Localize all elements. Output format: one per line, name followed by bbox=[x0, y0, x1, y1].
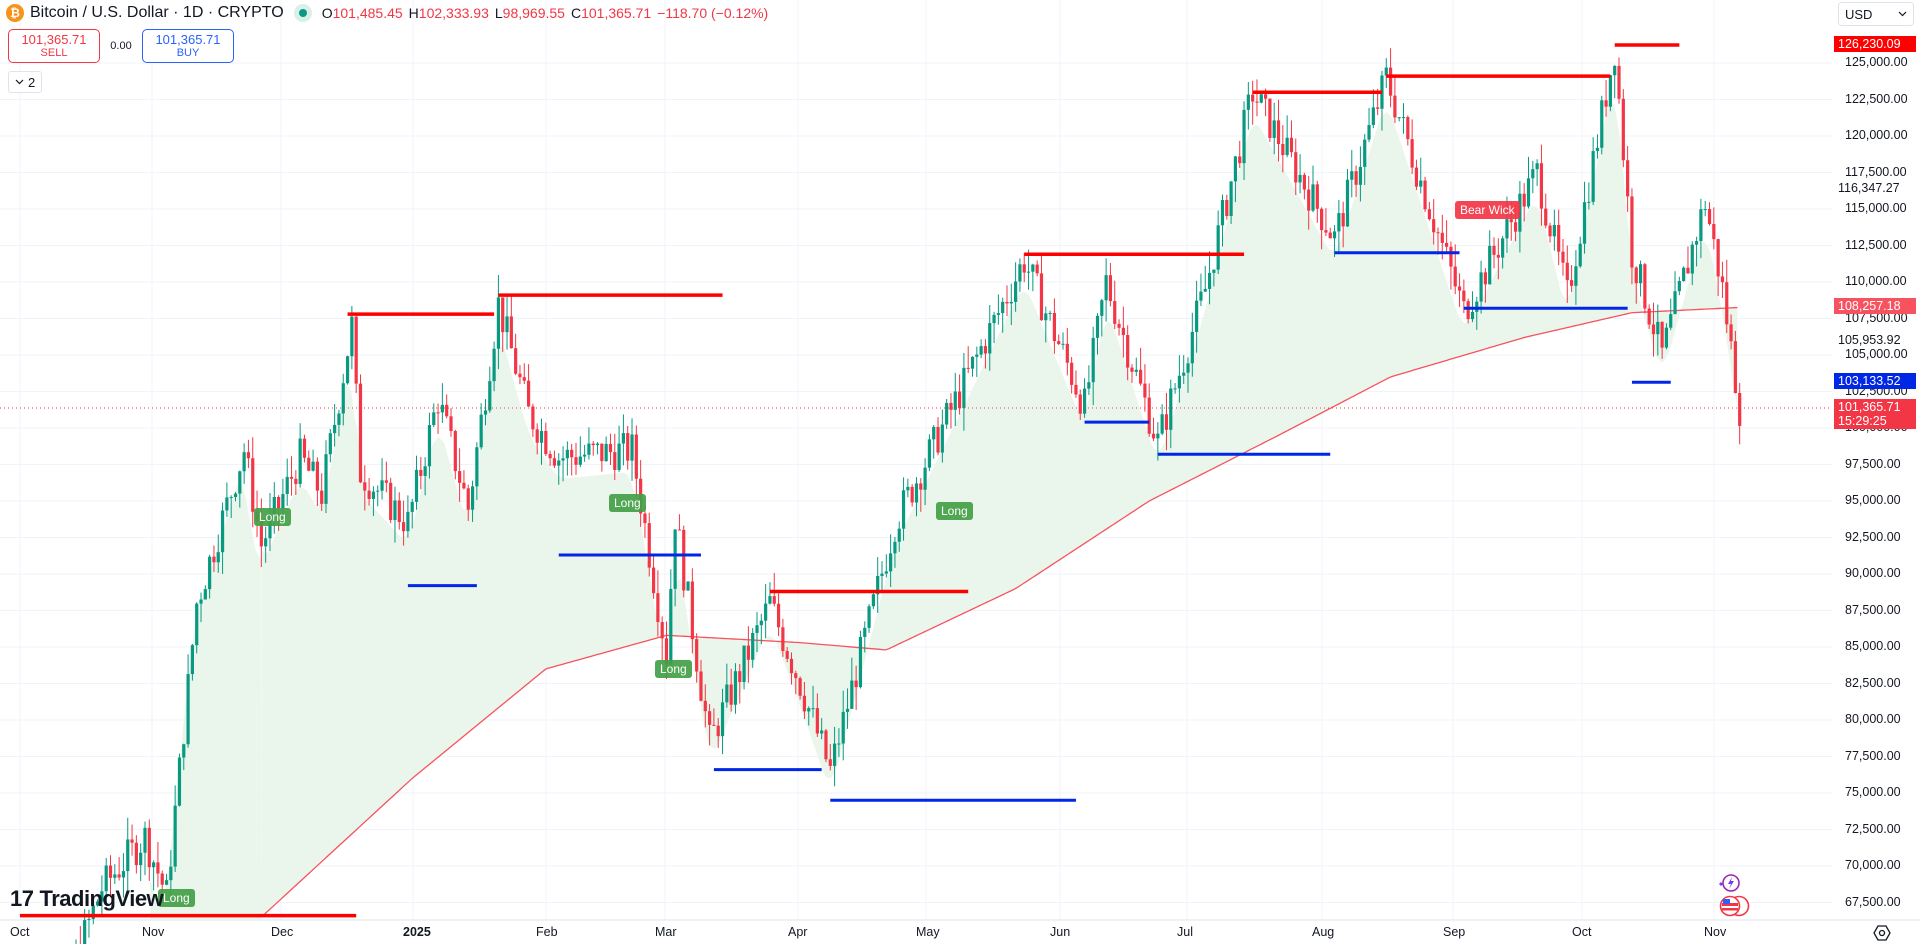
price-tick: 87,500.00 bbox=[1845, 603, 1901, 617]
tradingview-logo-text: TradingView bbox=[39, 886, 163, 912]
price-tag-label: 126,230.09 bbox=[1834, 36, 1916, 52]
price-tick: 125,000.00 bbox=[1845, 55, 1908, 69]
sell-price: 101,365.71 bbox=[21, 32, 86, 47]
tradingview-logo[interactable]: 17 TradingView bbox=[10, 886, 163, 912]
long-signal[interactable]: Long bbox=[609, 494, 646, 512]
time-tick: Jun bbox=[1050, 925, 1070, 939]
price-tick: 82,500.00 bbox=[1845, 676, 1901, 690]
price-tick: 120,000.00 bbox=[1845, 128, 1908, 142]
time-tick: Feb bbox=[536, 925, 558, 939]
open-value: 101,485.45 bbox=[333, 5, 403, 21]
close-value: 101,365.71 bbox=[581, 5, 651, 21]
change-value: −118.70 (−0.12%) bbox=[657, 5, 768, 21]
sell-button[interactable]: 101,365.71 SELL bbox=[8, 29, 100, 63]
long-signal[interactable]: Long bbox=[158, 889, 195, 907]
time-tick: Aug bbox=[1312, 925, 1334, 939]
time-tick: Mar bbox=[655, 925, 677, 939]
price-tick: 115,000.00 bbox=[1845, 201, 1907, 215]
price-tick: 112,500.00 bbox=[1845, 238, 1907, 252]
tradingview-mark-icon: 17 bbox=[10, 886, 33, 912]
price-tag-label: 116,347.27 bbox=[1834, 180, 1916, 196]
time-tick: Nov bbox=[1704, 925, 1726, 939]
price-tick: 90,000.00 bbox=[1845, 566, 1901, 580]
high-label: H bbox=[409, 5, 419, 21]
high-value: 102,333.93 bbox=[419, 5, 489, 21]
time-tick: 2025 bbox=[403, 925, 431, 939]
price-tick: 85,000.00 bbox=[1845, 639, 1901, 653]
ohlc-values: O101,485.45 H102,333.93 L98,969.55 C101,… bbox=[322, 5, 769, 21]
time-tick: Jul bbox=[1177, 925, 1193, 939]
low-value: 98,969.55 bbox=[503, 5, 565, 21]
chevron-down-icon bbox=[1898, 11, 1907, 17]
time-tick: Nov bbox=[142, 925, 164, 939]
indicator-count: 2 bbox=[28, 75, 35, 90]
price-tick: 77,500.00 bbox=[1845, 749, 1901, 763]
price-tick: 105,000.00 bbox=[1845, 347, 1908, 361]
symbol-legend: ₿ Bitcoin / U.S. Dollar · 1D · CRYPTO O1… bbox=[6, 4, 768, 22]
market-status-icon[interactable] bbox=[294, 4, 312, 22]
price-tick: 97,500.00 bbox=[1845, 457, 1901, 471]
buy-label: BUY bbox=[177, 47, 200, 60]
price-tick: 72,500.00 bbox=[1845, 822, 1901, 836]
price-tag-label: 105,953.92 bbox=[1834, 332, 1916, 348]
price-tick: 70,000.00 bbox=[1845, 858, 1901, 872]
long-signal[interactable]: Long bbox=[254, 508, 291, 526]
price-tag-label: 108,257.18 bbox=[1834, 298, 1916, 314]
trade-panel: 101,365.71 SELL 0.00 101,365.71 BUY bbox=[8, 29, 234, 63]
price-chart-canvas[interactable] bbox=[0, 0, 1920, 944]
price-tick: 92,500.00 bbox=[1845, 530, 1901, 544]
buy-button[interactable]: 101,365.71 BUY bbox=[142, 29, 234, 63]
indicators-toggle-button[interactable]: 2 bbox=[8, 71, 42, 93]
symbol-title[interactable]: Bitcoin / U.S. Dollar · 1D · CRYPTO bbox=[30, 4, 284, 22]
currency-select[interactable]: USD bbox=[1838, 2, 1914, 26]
economic-events-flag-icon[interactable] bbox=[1718, 894, 1754, 918]
lightning-alert-icon[interactable] bbox=[1715, 872, 1745, 894]
price-tick: 122,500.00 bbox=[1845, 92, 1908, 106]
time-tick: Dec bbox=[271, 925, 293, 939]
low-label: L bbox=[495, 5, 503, 21]
time-tick: May bbox=[916, 925, 940, 939]
price-tick: 67,500.00 bbox=[1845, 895, 1901, 909]
bear-wick-signal[interactable]: Bear Wick bbox=[1455, 201, 1520, 219]
time-tick: Oct bbox=[1572, 925, 1591, 939]
bitcoin-icon: ₿ bbox=[6, 4, 24, 22]
buy-price: 101,365.71 bbox=[155, 32, 220, 47]
close-label: C bbox=[571, 5, 581, 21]
price-tag-label: 101,365.7115:29:25 bbox=[1834, 399, 1916, 429]
settings-gear-icon[interactable] bbox=[1873, 924, 1891, 942]
currency-value: USD bbox=[1845, 7, 1872, 22]
long-signal[interactable]: Long bbox=[655, 660, 692, 678]
long-signal[interactable]: Long bbox=[936, 502, 973, 520]
price-tick: 75,000.00 bbox=[1845, 785, 1901, 799]
time-tick: Apr bbox=[788, 925, 807, 939]
time-tick: Sep bbox=[1443, 925, 1465, 939]
chevron-down-icon bbox=[15, 79, 24, 85]
price-tick: 110,000.00 bbox=[1845, 274, 1907, 288]
sell-label: SELL bbox=[41, 47, 68, 60]
price-tick: 95,000.00 bbox=[1845, 493, 1901, 507]
price-tick: 80,000.00 bbox=[1845, 712, 1901, 726]
price-tag-label: 103,133.52 bbox=[1834, 373, 1916, 389]
open-label: O bbox=[322, 5, 333, 21]
time-tick: Oct bbox=[10, 925, 29, 939]
price-tick: 117,500.00 bbox=[1845, 165, 1907, 179]
spread-value: 0.00 bbox=[108, 40, 134, 52]
